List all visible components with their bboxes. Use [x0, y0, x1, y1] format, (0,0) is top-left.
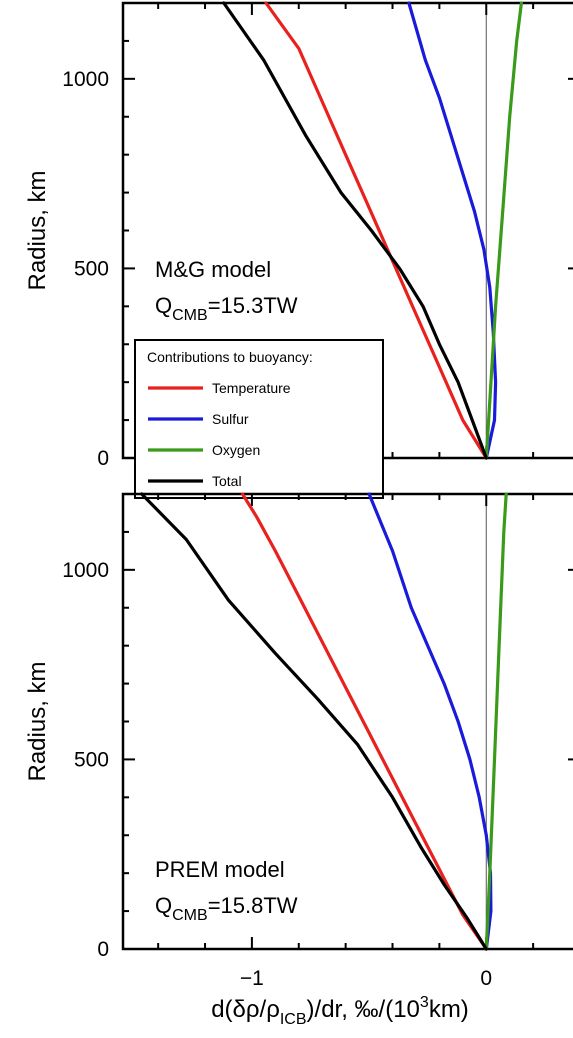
series-line-oxygen [484, 492, 508, 951]
y-tick-label: 500 [74, 748, 109, 771]
model-name: M&G model [155, 257, 271, 282]
x-tick-label: −1 [240, 967, 264, 990]
heat-flow-label: QCMB=15.8TW [155, 893, 298, 924]
legend-entry-sulfur: Sulfur [212, 411, 249, 427]
series-line-oxygen [484, 1, 524, 460]
top-panel: 0 500 1000 Radius, km M&G model QCMB=15.3TW Co… [24, 1, 573, 499]
y-tick-label: 0 [97, 938, 109, 961]
y-axis-title: Radius, km [24, 170, 51, 290]
x-tick-label: 0 [480, 967, 492, 990]
y-tick-label: 1000 [62, 559, 109, 582]
legend: Contributions to buoyancy: Temperature Sul… [134, 339, 384, 499]
heat-flow-label: QCMB=15.3TW [155, 293, 298, 324]
model-name: PREM model [155, 857, 285, 882]
series-line-temperature [240, 492, 488, 951]
legend-entry-oxygen: Oxygen [212, 442, 260, 458]
x-axis-title: d(δρ/ρICB)/dr, ‰/(103km) [211, 994, 469, 1028]
y-tick-label: 0 [97, 447, 109, 470]
series-line-sulfur [407, 1, 498, 460]
series-line-temperature [264, 1, 488, 460]
series-line-total [222, 1, 488, 460]
y-tick-label: 500 [74, 257, 109, 280]
legend-entry-temperature: Temperature [212, 380, 291, 396]
series-line-sulfur [367, 492, 493, 951]
y-tick-label: 1000 [62, 68, 109, 91]
bottom-panel: 0 500 1000 −1 0 Radius, km PREM model QCMB=15.8… [24, 492, 573, 1028]
y-axis-title: Radius, km [24, 661, 51, 781]
legend-entry-total: Total [212, 473, 242, 489]
series-line-total [140, 492, 488, 951]
legend-title: Contributions to buoyancy: [147, 349, 313, 365]
